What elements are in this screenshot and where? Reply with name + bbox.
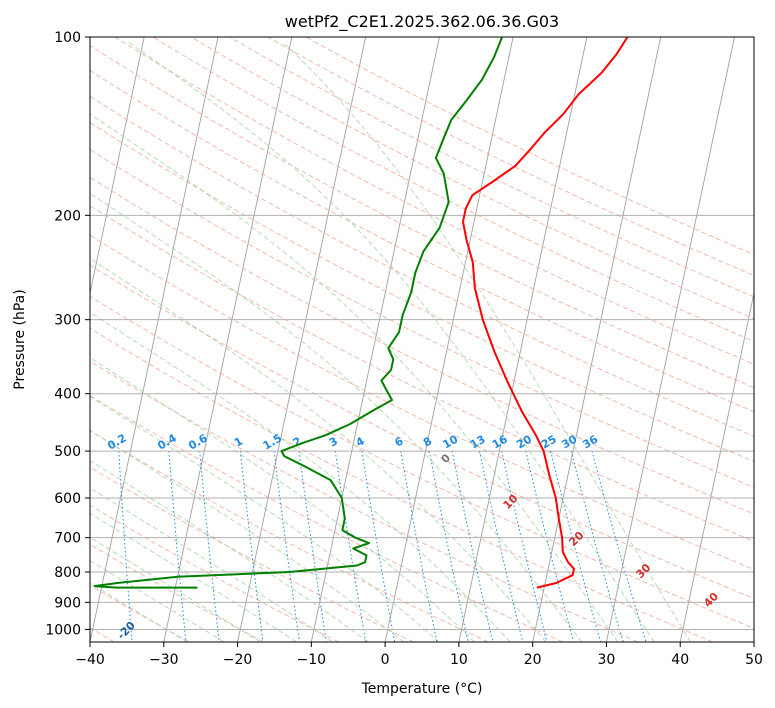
dry-adiabat-line [152, 37, 754, 342]
dry-adiabat-line [90, 327, 713, 642]
y-tick-label: 500 [54, 444, 81, 460]
mixing-ratio-line [118, 451, 133, 642]
dry-adiabat-line [90, 70, 754, 413]
dry-adiabat-label: -10 [173, 690, 196, 708]
moist-adiabat-line [90, 487, 333, 642]
mixing-ratio-line [239, 451, 264, 642]
mixing-ratio-line [273, 451, 301, 642]
isotherm-line [310, 37, 440, 642]
y-axis-label: Pressure (hPa) [12, 289, 28, 389]
dry-adiabat-line [229, 37, 754, 298]
mixing-ratio-line [298, 451, 327, 642]
x-tick-label: 30 [598, 652, 616, 668]
x-axis-label: Temperature (°C) [361, 681, 483, 697]
x-tick-label: 50 [745, 652, 763, 668]
y-tick-label: 400 [54, 387, 81, 403]
x-tick-label: 20 [524, 652, 542, 668]
mixing-ratio-line [479, 450, 524, 642]
isotherm-line [753, 639, 754, 642]
dry-adiabat-line [191, 37, 754, 320]
moist-adiabat-line [282, 41, 691, 642]
isotherm-line [605, 37, 735, 642]
mixing-ratio-line [525, 450, 574, 642]
mixing-ratio-line [501, 450, 548, 642]
mixing-ratio-line [570, 450, 624, 642]
moist-adiabat-line [90, 257, 547, 642]
dry-adiabat-line [90, 45, 754, 389]
chart-title: wetPf2_C2E1.2025.362.06.36.G03 [285, 12, 559, 32]
isotherm-line [679, 291, 754, 642]
moist-adiabat-line [90, 512, 297, 642]
isotherm-line [90, 37, 145, 296]
mixing-ratio-line [591, 450, 647, 642]
isobar-grid [90, 37, 754, 630]
isotherm-line [90, 37, 219, 642]
moist-adiabat-line [90, 193, 583, 642]
temperature-line [462, 37, 629, 589]
mixing-ratio-line [334, 451, 367, 642]
background-lines [0, 37, 754, 642]
isotherm-line [0, 37, 71, 642]
isotherm-line [163, 37, 293, 642]
y-tick-label: 800 [54, 565, 81, 581]
x-tick-label: −10 [297, 652, 327, 668]
x-tick-label: −40 [75, 652, 105, 668]
x-tick-label: 10 [450, 652, 468, 668]
isotherm-line [384, 37, 514, 642]
x-tick-label: −30 [149, 652, 179, 668]
isotherm-line [532, 37, 662, 642]
y-tick-label: 600 [54, 491, 81, 507]
dry-adiabat-line [90, 430, 489, 642]
dry-adiabat-line [305, 37, 754, 256]
dry-adiabat-line [90, 122, 754, 463]
dry-adiabat-line [90, 149, 754, 488]
dry-adiabat-line [114, 37, 754, 365]
y-tick-label: 900 [54, 595, 81, 611]
x-tick-label: 40 [671, 652, 689, 668]
y-tick-label: 200 [54, 208, 81, 224]
axis-ticks: −40 −30 −20 −10 0 10 20 30 40 50 100 200 300 400 500 60… [45, 30, 763, 668]
isotherm-line [458, 37, 588, 642]
moist-adiabat-line [128, 41, 655, 642]
y-tick-label: 300 [54, 313, 81, 329]
y-tick-label: 100 [54, 30, 81, 46]
x-tick-label: −20 [223, 652, 253, 668]
dry-adiabat-line [90, 264, 754, 599]
mixing-ratio-line [451, 451, 494, 642]
dry-adiabat-line [90, 205, 754, 542]
moist-adiabat-line [90, 429, 404, 642]
mixing-ratio-line [428, 451, 469, 642]
moist-adiabat-line [90, 311, 511, 642]
mixing-ratio-line [199, 451, 220, 642]
plot-frame [89, 36, 755, 643]
x-tick-label: 0 [381, 652, 390, 668]
dry-adiabat-label: -40 [0, 476, 21, 499]
dry-adiabat-line [90, 360, 638, 642]
moist-adiabat-line [90, 395, 440, 642]
mixing-ratio-line [550, 450, 602, 642]
y-tick-label: 1000 [45, 622, 81, 638]
moist-adiabat-line [90, 113, 619, 642]
profiles [93, 37, 629, 589]
dewpoint-line [93, 37, 504, 589]
y-tick-label: 700 [54, 531, 81, 547]
dry-adiabat-line [90, 504, 339, 642]
isotherm-line [237, 37, 367, 642]
mixing-ratio-line [168, 451, 187, 642]
plot-background [90, 37, 754, 642]
dry-adiabat-line [90, 394, 564, 642]
dry-adiabat-line [90, 95, 754, 437]
dry-adiabat-line [90, 466, 414, 642]
